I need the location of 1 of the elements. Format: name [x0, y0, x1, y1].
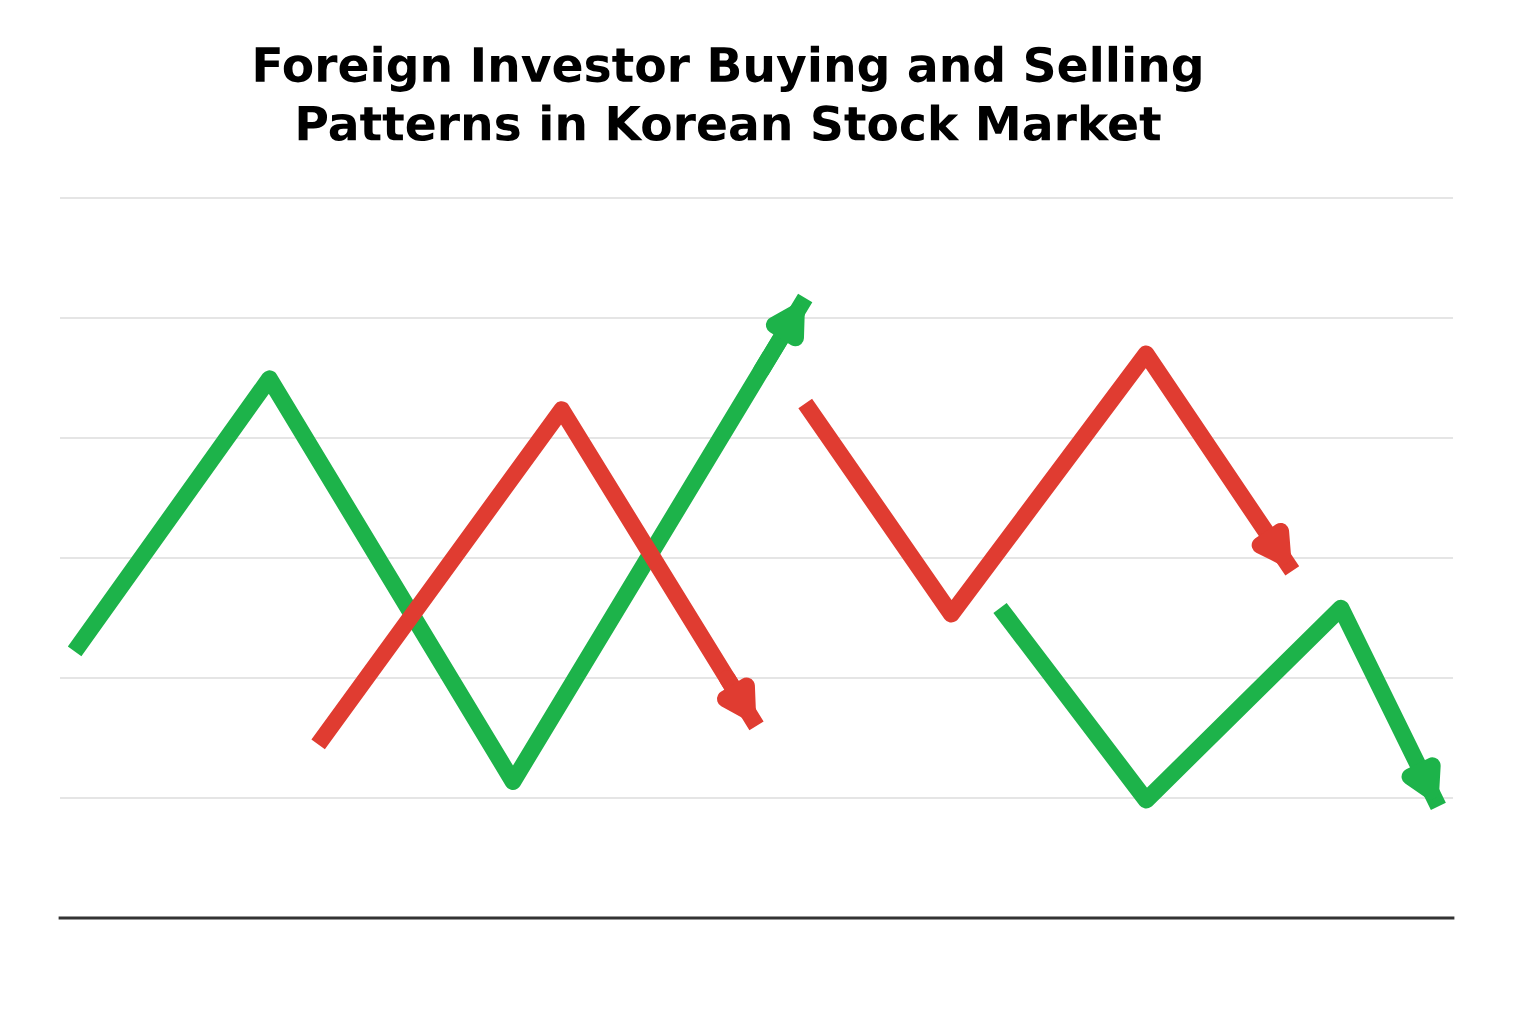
chart-title: Foreign Investor Buying and Selling Patterns in Korean Stock Market	[255, 45, 1201, 142]
